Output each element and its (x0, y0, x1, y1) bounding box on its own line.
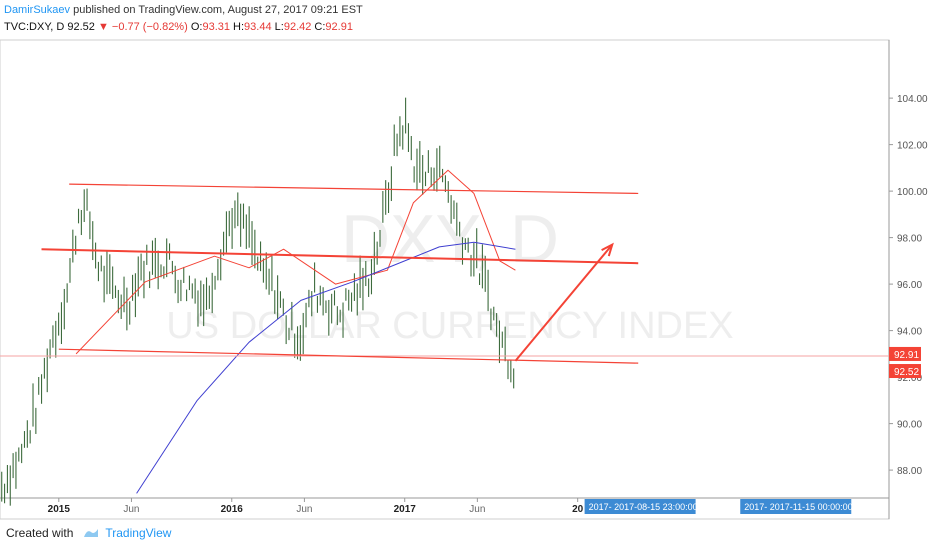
high-label: H: (233, 21, 245, 33)
plot-frame (0, 39, 890, 520)
arrow-head-icon (601, 242, 614, 257)
price-badge-label: 92.52 (894, 367, 919, 378)
moving-averages (75, 169, 516, 494)
price-badge (889, 346, 921, 361)
price-bars (1, 97, 515, 506)
y-tick-label: 96.00 (897, 280, 922, 291)
price-badge (889, 364, 921, 379)
price-badges: 92.91 92.52 (889, 346, 921, 379)
watermark-name: US DOLLAR CURRENCY INDEX (166, 305, 733, 347)
y-tick-label: 92.00 (897, 373, 922, 384)
watermark-symbol: DXY, D (341, 201, 559, 277)
close-label: C: (314, 21, 326, 33)
tradingview-brand[interactable]: TradingView (105, 526, 172, 540)
price-badge-label: 92.91 (894, 350, 919, 361)
time-badge (740, 499, 852, 514)
y-tick-label: 102.00 (897, 141, 928, 152)
x-tick-label: 20 (572, 504, 584, 515)
time-badge-label: 2017- 2017-11-15 00:00:00 (744, 502, 852, 512)
time-badge-label: 2017- 2017-08-15 23:00:00 (589, 502, 698, 512)
x-tick-label: Jun (469, 504, 485, 515)
symbol-label: TVC:DXY, D (4, 21, 65, 33)
open-label: O: (190, 21, 203, 33)
drawings (0, 183, 889, 364)
y-tick-label: 94.00 (897, 327, 922, 338)
ticker-line: TVC:DXY, D 92.52 ▼ −0.77 (−0.82%) O:93.3… (4, 19, 353, 35)
price-change: −0.77 (−0.82%) (111, 21, 188, 33)
down-arrow-icon: ▼ (97, 21, 109, 33)
high-value: 93.44 (244, 21, 272, 33)
channel-line (69, 183, 639, 195)
y-axis-ticks: 88.00 90.00 92.00 94.00 96.00 98.00 100.00 102.… (889, 94, 928, 477)
moving-average-line (75, 169, 516, 355)
created-with-label: Created with (6, 526, 74, 540)
low-label: L: (274, 21, 284, 33)
time-badge (584, 499, 696, 514)
y-tick-label: 90.00 (897, 420, 922, 431)
channel-line (58, 348, 639, 364)
footer: Created with TradingView (6, 526, 171, 540)
low-value: 92.42 (283, 21, 312, 33)
publish-header: DamirSukaev published on TradingView.com… (4, 2, 363, 18)
open-value: 93.31 (202, 21, 230, 33)
x-axis-ticks: 2015 Jun 2016 Jun 2017 Jun 20 (48, 498, 584, 515)
x-tick-label: 2016 (221, 504, 244, 515)
author-link[interactable]: DamirSukaev (4, 4, 71, 16)
x-tick-label: Jun (123, 504, 139, 515)
close-value: 92.91 (325, 21, 353, 33)
x-tick-label: 2017 (394, 504, 417, 515)
y-tick-label: 88.00 (897, 466, 922, 477)
tradingview-logo-icon (84, 529, 99, 537)
y-tick-label: 104.00 (897, 94, 928, 105)
y-tick-label: 100.00 (897, 187, 928, 198)
last-price: 92.52 (67, 21, 95, 33)
x-tick-label: 2015 (48, 504, 71, 515)
moving-average-line (136, 241, 516, 494)
trend-arrow (514, 243, 614, 362)
publish-text: published on TradingView.com, August 27,… (73, 4, 363, 16)
y-tick-label: 98.00 (897, 234, 922, 245)
x-tick-label: Jun (296, 504, 312, 515)
channel-line (41, 248, 639, 265)
time-badges: 2017- 2017-08-15 23:00:00 2017- 2017-11-1… (584, 499, 853, 514)
